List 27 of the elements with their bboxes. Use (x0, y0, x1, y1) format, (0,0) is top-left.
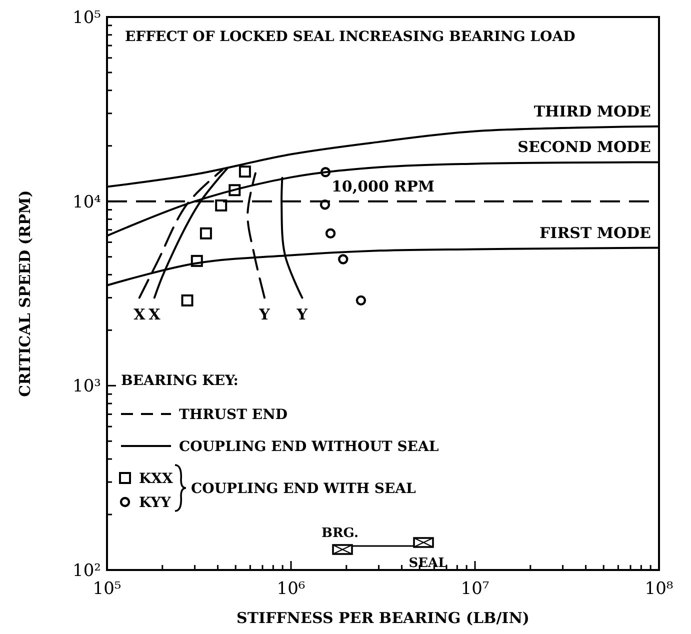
x-tick-label: 10⁶ (276, 579, 306, 599)
x-tick-label: 10⁷ (460, 579, 490, 599)
text: EFFECT OF LOCKED SEAL INCREASING BEARING LOAD (125, 29, 576, 45)
annotation: COUPLING END WITH SEAL (191, 481, 416, 497)
y-tick-label: 10² (72, 561, 101, 581)
y-tick-label: 10⁵ (72, 8, 102, 28)
annotation: SEAL (408, 556, 448, 571)
ref-line-label: 10,000 RPM (332, 177, 434, 196)
series-label: FIRST MODE (540, 224, 651, 242)
series-label: THIRD MODE (534, 102, 651, 120)
x-axis-title: STIFFNESS PER BEARING (LB/IN) (236, 609, 530, 627)
y-tick-label: 10³ (72, 376, 101, 397)
legend-label: THRUST END (179, 407, 288, 423)
legend-label: KXX (139, 471, 174, 487)
annotation: X (148, 306, 161, 324)
legend-label: KYY (139, 495, 172, 511)
legend-title: BEARING KEY: (121, 373, 238, 389)
x-tick-label: 10⁵ (92, 579, 122, 599)
annotation: Y (296, 306, 308, 324)
annotation: X (134, 306, 146, 324)
x-tick-label: 10⁸ (644, 579, 674, 599)
legend-label: COUPLING END WITHOUT SEAL (179, 439, 439, 455)
annotation: BRG. (322, 526, 358, 541)
y-axis-title: CRITICAL SPEED (RPM) (16, 190, 34, 397)
annotation: Y (258, 306, 270, 324)
y-tick-label: 10⁴ (72, 192, 102, 212)
series-label: SECOND MODE (518, 138, 651, 156)
